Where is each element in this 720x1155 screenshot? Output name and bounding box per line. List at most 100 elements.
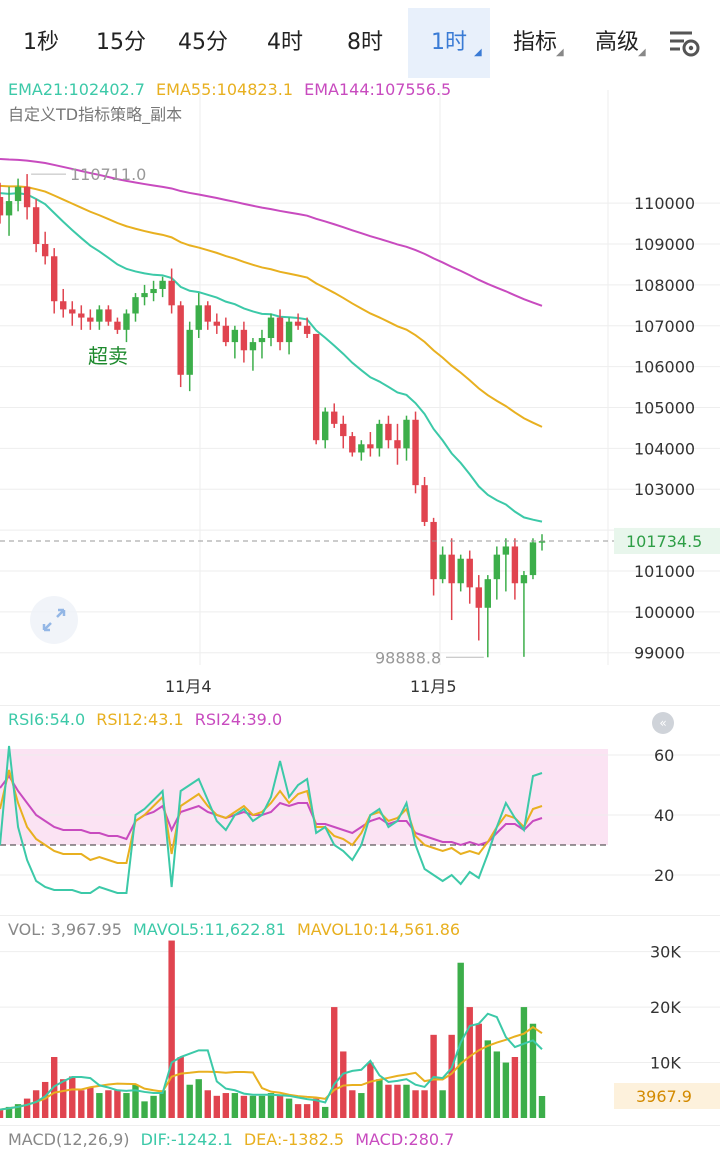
volume-bar <box>258 1095 266 1118</box>
date-label: 11月5 <box>410 677 457 696</box>
candle-body <box>168 280 175 306</box>
mavol10-line <box>0 1025 543 1111</box>
candle-body <box>213 321 220 326</box>
volume-bar <box>394 1084 401 1118</box>
rsi24-label: RSI24:39.0 <box>194 710 283 729</box>
rsi-tick-label: 60 <box>654 746 674 765</box>
volume-bar <box>204 1090 211 1118</box>
tab-4[interactable]: 8时 <box>336 8 394 78</box>
price-tick-label: 107000 <box>634 317 695 336</box>
candle-body <box>32 207 40 245</box>
collapse-icon[interactable]: « <box>652 712 674 734</box>
tab-label: 指标 <box>512 30 557 55</box>
tab-label: 4时 <box>267 30 303 55</box>
candle-body <box>96 309 103 322</box>
candle-body <box>303 325 311 334</box>
divider-vol-macd <box>0 1125 720 1126</box>
candle-body <box>349 436 356 453</box>
candle-body <box>159 280 166 289</box>
candle-body <box>0 197 4 216</box>
volume-bar <box>538 1095 546 1118</box>
macd-legend: MACD(12,26,9) DIF:-1242.1 DEA:-1382.5 MA… <box>8 1130 460 1149</box>
candle-body <box>340 423 347 437</box>
candle-body <box>240 329 248 351</box>
volume-bar <box>78 1090 85 1118</box>
volume-bar <box>105 1090 112 1118</box>
mavol5-label: MAVOL5:11,622.81 <box>133 920 286 939</box>
candle-body <box>493 554 501 580</box>
volume-bar <box>14 1104 22 1118</box>
candle-body <box>41 244 49 257</box>
candle-body <box>105 309 112 322</box>
candle-body <box>331 411 338 424</box>
tab-3[interactable]: 4时 <box>256 8 314 78</box>
vol-tick-label: 10K <box>650 1054 681 1073</box>
candle-body <box>385 423 392 441</box>
volume-bar <box>475 1023 482 1118</box>
rsi-tick-label: 40 <box>654 806 674 825</box>
current-price-tag <box>614 527 720 554</box>
volume-bar <box>168 940 175 1118</box>
tab-label: 1秒 <box>23 30 59 55</box>
rsi-tick-label: 20 <box>654 866 674 885</box>
volume-bar <box>322 1106 329 1118</box>
oversold-signal-label: 超卖 <box>88 344 128 368</box>
candle-body <box>114 321 121 330</box>
dea-label: DEA:-1382.5 <box>243 1130 345 1149</box>
volume-bar <box>87 1087 94 1118</box>
rsi-legend: RSI6:54.0 RSI12:43.1 RSI24:39.0 <box>8 710 288 729</box>
candle-body <box>430 521 437 580</box>
vol-label: VOL: 3,967.95 <box>8 920 122 939</box>
volume-bar <box>213 1095 220 1118</box>
price-tick-label: 110000 <box>634 194 695 213</box>
candle-body <box>484 579 491 608</box>
volume-bar <box>331 1007 338 1118</box>
ema144-label: EMA144:107556.5 <box>304 80 452 99</box>
ema55-line <box>0 184 543 428</box>
high-price-label: 110711.0 <box>70 165 146 184</box>
volume-bar <box>276 1095 284 1118</box>
volume-bar <box>177 1057 184 1118</box>
candle-body <box>195 305 202 330</box>
candle-body <box>294 321 302 326</box>
chart-settings-icon[interactable] <box>666 24 702 60</box>
candle-body <box>186 329 193 375</box>
low-price-label: 98888.8 <box>375 648 441 667</box>
price-tick-label: 99000 <box>634 644 685 663</box>
candle-body <box>285 321 293 343</box>
candle-body <box>78 313 85 318</box>
main-legend: EMA21:102402.7 EMA55:104823.1 EMA144:107… <box>8 80 457 99</box>
candle-body <box>276 317 284 343</box>
rsi-line-rsi24 <box>0 774 543 847</box>
dropdown-caret-icon: ◢ <box>556 47 564 58</box>
volume-bar <box>385 1084 392 1118</box>
candle-body <box>258 338 266 343</box>
tab-1[interactable]: 15分 <box>88 8 154 78</box>
tab-5[interactable]: 1时 ◢ <box>408 8 490 78</box>
expand-icon[interactable] <box>30 596 78 644</box>
tab-6[interactable]: 指标 ◢ <box>498 8 572 78</box>
volume-bar <box>222 1093 230 1118</box>
volume-bar <box>231 1093 239 1118</box>
volume-bar <box>32 1090 40 1118</box>
vol-legend: VOL: 3,967.95 MAVOL5:11,622.81 MAVOL10:1… <box>8 920 466 939</box>
rsi-line-rsi12 <box>0 769 543 864</box>
candle-body <box>267 317 275 339</box>
vol-tick-label: 30K <box>650 943 681 962</box>
candle-body <box>222 325 230 343</box>
tab-0[interactable]: 1秒 <box>14 8 68 78</box>
candle-body <box>502 546 510 555</box>
tab-7[interactable]: 高级 ◢ <box>580 8 654 78</box>
tab-label: 15分 <box>96 30 146 55</box>
candle-body <box>475 587 482 608</box>
volume-bar <box>484 1040 491 1118</box>
volume-bar <box>466 1007 473 1118</box>
macd-value-label: MACD:280.7 <box>355 1130 455 1149</box>
tab-2[interactable]: 45分 <box>168 8 238 78</box>
candle-body <box>376 423 383 449</box>
volume-bar <box>195 1079 202 1118</box>
volume-bar <box>186 1084 193 1118</box>
mavol10-label: MAVOL10:14,561.86 <box>297 920 461 939</box>
candle-body <box>520 575 528 584</box>
